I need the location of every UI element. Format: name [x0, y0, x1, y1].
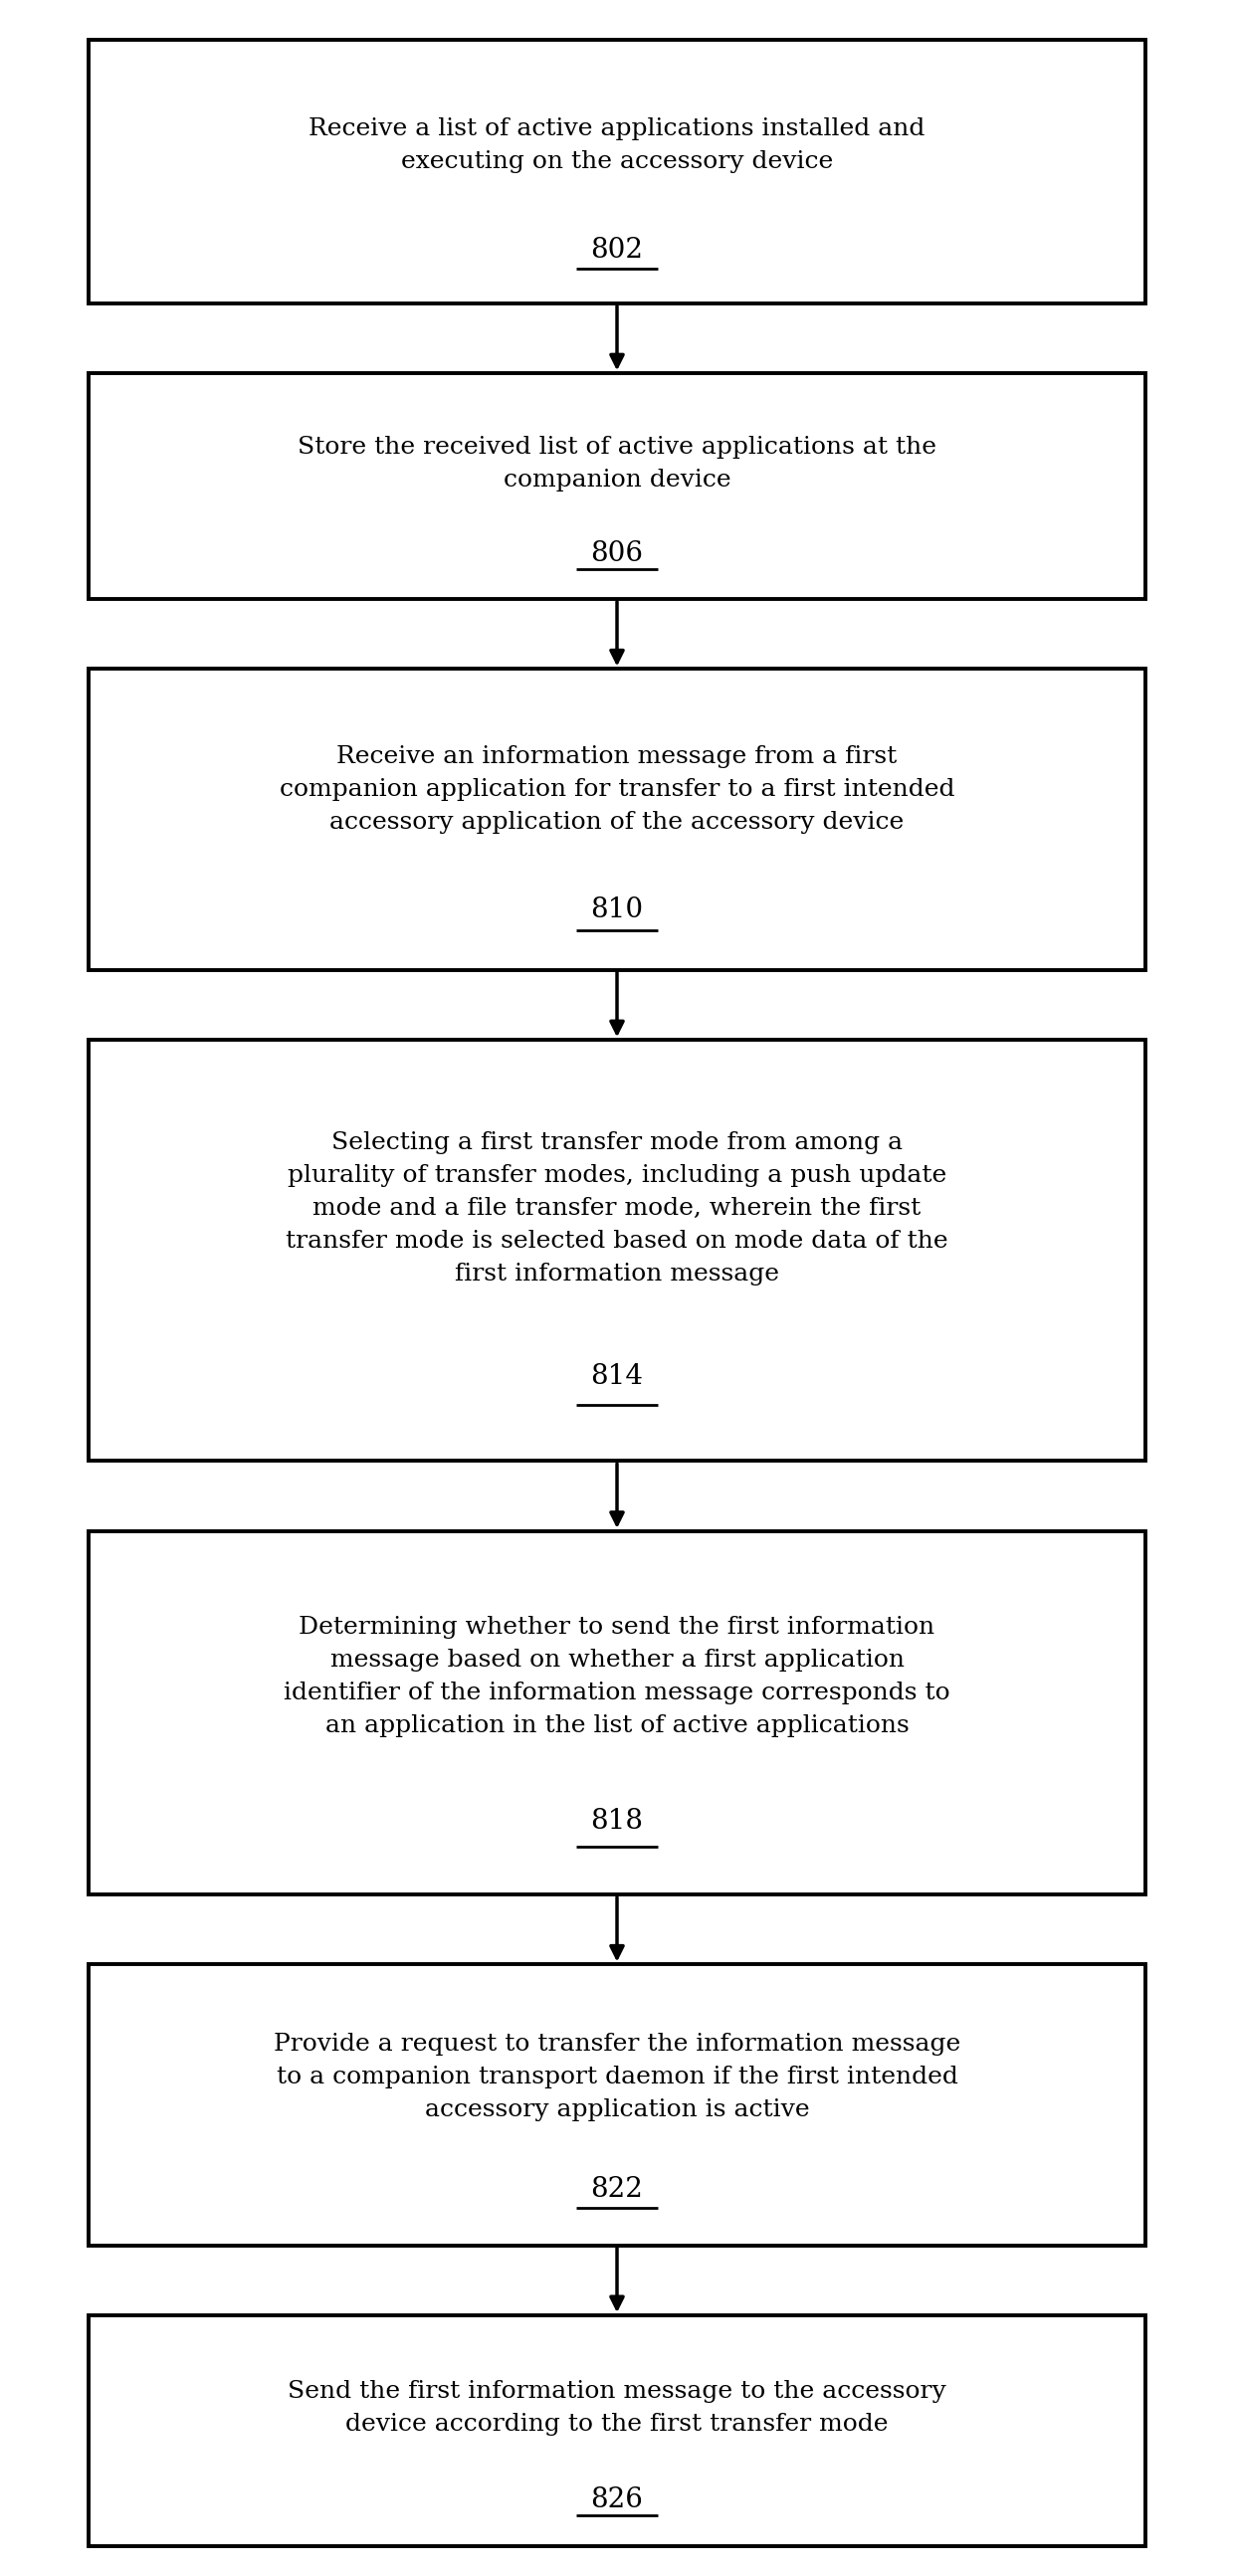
Text: Receive an information message from a first
companion application for transfer t: Receive an information message from a fi… [279, 744, 955, 835]
Text: 802: 802 [591, 237, 643, 263]
Text: Determining whether to send the first information
message based on whether a fir: Determining whether to send the first in… [284, 1615, 950, 1736]
Text: 814: 814 [591, 1363, 643, 1391]
Text: 822: 822 [591, 2177, 643, 2202]
FancyBboxPatch shape [89, 1530, 1145, 1893]
Text: Store the received list of active applications at the
companion device: Store the received list of active applic… [297, 435, 937, 492]
FancyBboxPatch shape [89, 1041, 1145, 1461]
FancyBboxPatch shape [89, 2316, 1145, 2545]
Text: 810: 810 [591, 896, 643, 922]
Text: Send the first information message to the accessory
device according to the firs: Send the first information message to th… [288, 2380, 946, 2434]
FancyBboxPatch shape [89, 374, 1145, 598]
FancyBboxPatch shape [89, 1965, 1145, 2246]
Text: Provide a request to transfer the information message
to a companion transport d: Provide a request to transfer the inform… [274, 2032, 960, 2120]
Text: 806: 806 [591, 541, 643, 567]
Text: Selecting a first transfer mode from among a
plurality of transfer modes, includ: Selecting a first transfer mode from amo… [286, 1131, 948, 1285]
Text: Receive a list of active applications installed and
executing on the accessory d: Receive a list of active applications in… [308, 118, 926, 173]
Text: 818: 818 [591, 1808, 643, 1834]
FancyBboxPatch shape [89, 670, 1145, 969]
FancyBboxPatch shape [89, 41, 1145, 304]
Text: 826: 826 [591, 2486, 643, 2514]
